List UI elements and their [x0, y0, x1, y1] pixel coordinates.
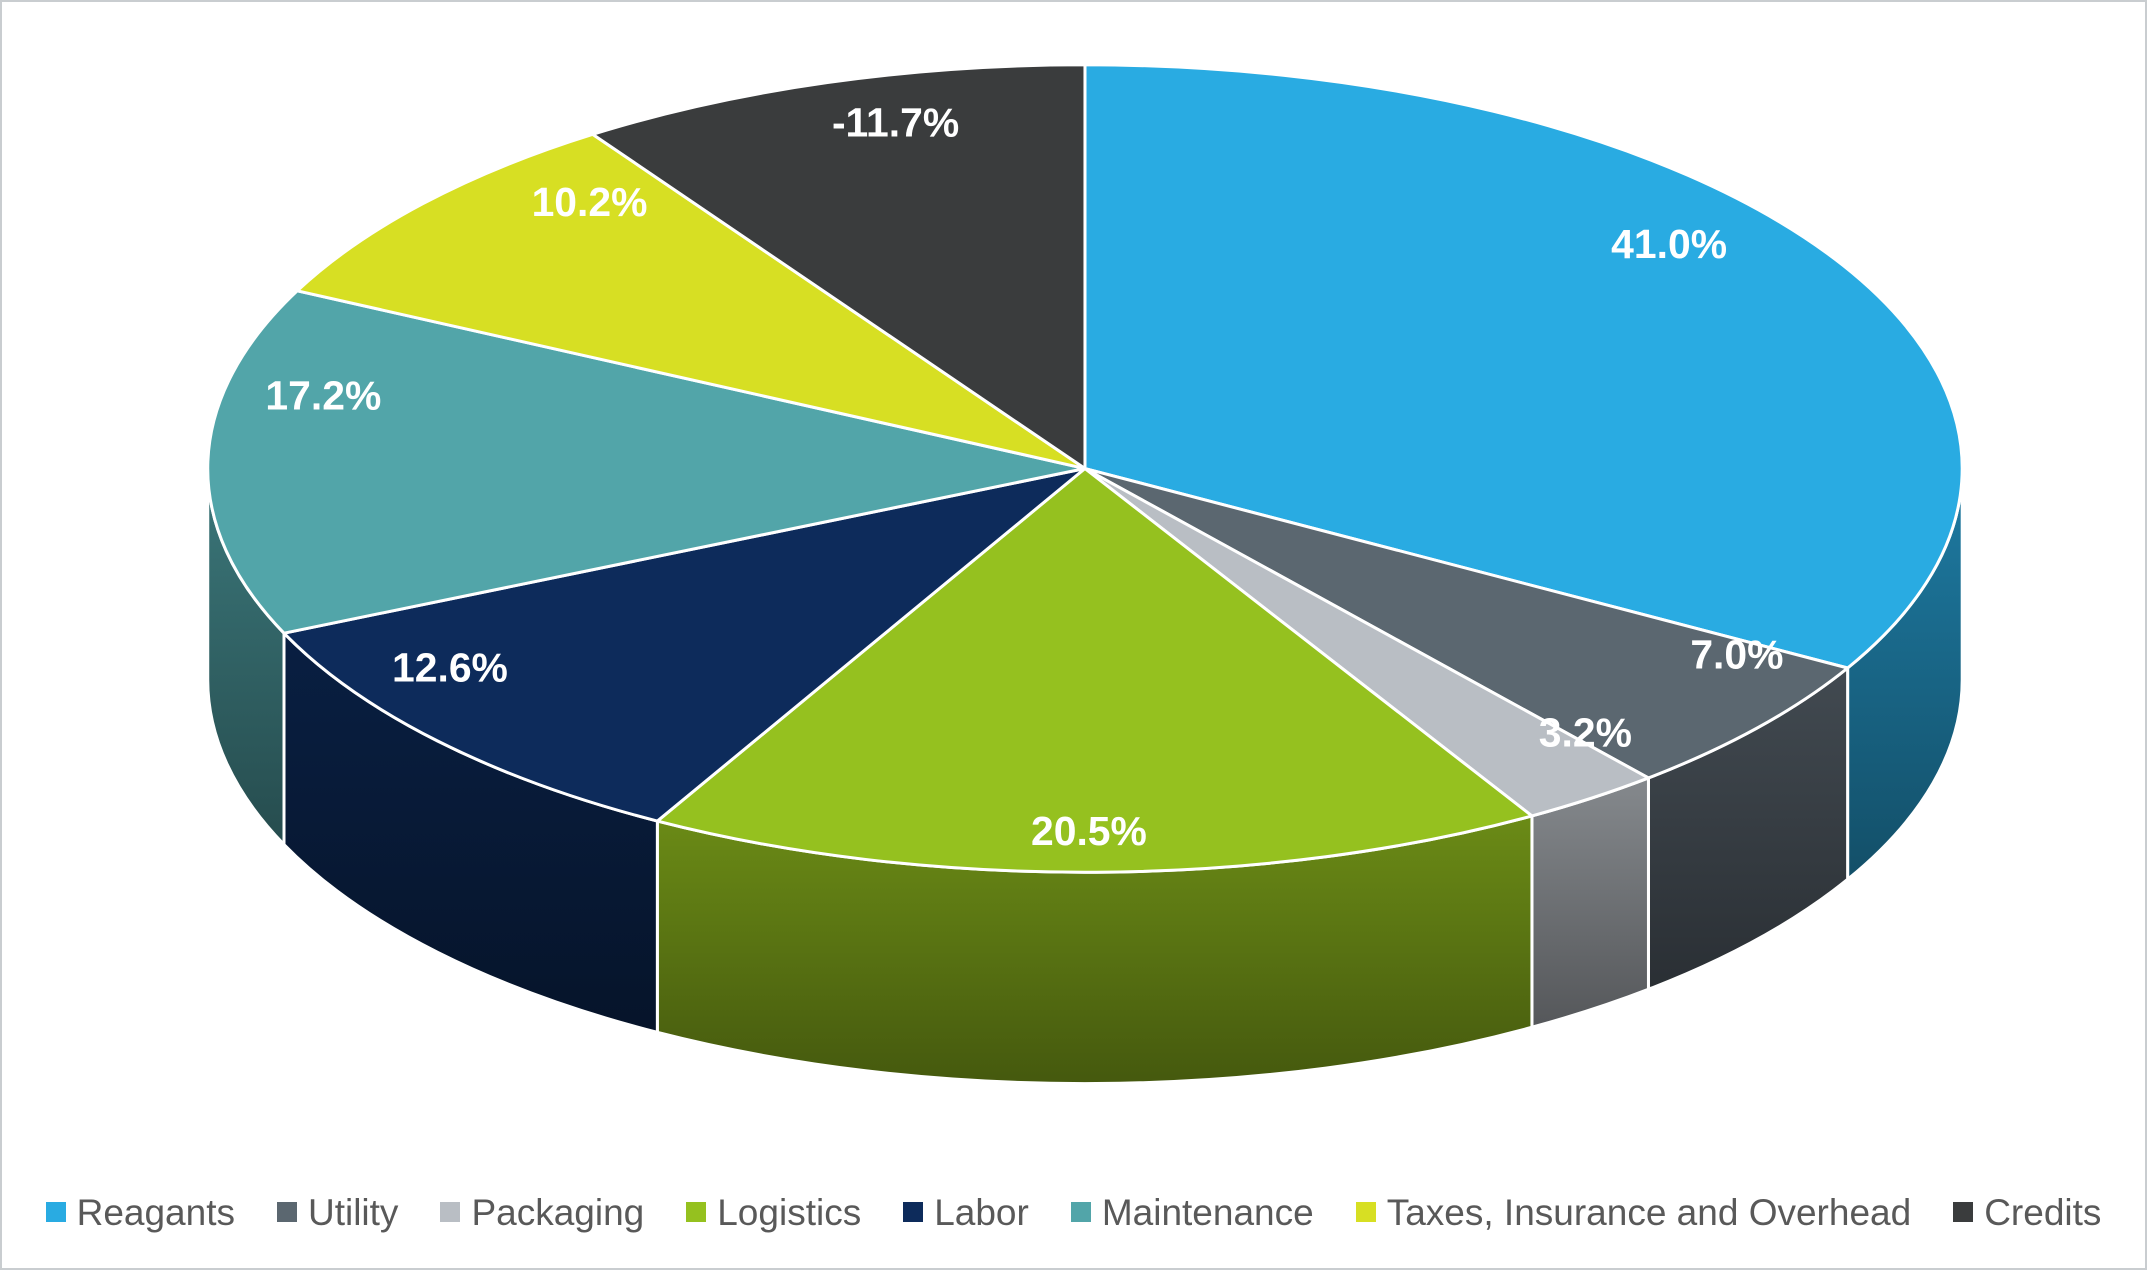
legend-item-utility: Utility [276, 1191, 399, 1233]
legend-swatch-utility [276, 1202, 297, 1222]
pie-slice-labor [282, 467, 1087, 823]
slice-label-utility: 7.0% [1690, 632, 1783, 678]
pie-slice-reagants [1083, 63, 1964, 670]
legend-swatch-credits [1953, 1202, 1974, 1222]
slice-label-labor: 12.6% [392, 645, 508, 691]
legend-swatch-reagants [45, 1202, 66, 1222]
legend-label-packaging: Packaging [471, 1191, 645, 1233]
legend-label-reagants: Reagants [76, 1191, 235, 1233]
slice-label-maintenance: 17.2% [265, 373, 381, 419]
legend-label-labor: Labor [934, 1191, 1029, 1233]
slice-label-reagants: 41.0% [1611, 221, 1727, 267]
legend-swatch-packaging [440, 1202, 461, 1222]
pie-slice-credits [591, 63, 1087, 471]
legend-item-credits: Credits [1953, 1194, 2101, 1231]
pie-slice-maintenance [206, 289, 1087, 635]
legend-item-taxes-insurance-and-overhead: Taxes, Insurance and Overhead [1355, 1191, 1912, 1233]
legend-item-logistics: Logistics [686, 1194, 861, 1231]
legend-swatch-taxes-insurance-and-overhead [1355, 1202, 1376, 1222]
pie-slice-taxes-insurance-and-overhead [295, 132, 1087, 471]
slice-label-packaging: 3.2% [1539, 709, 1632, 755]
legend-swatch-labor [903, 1202, 924, 1222]
legend-item-labor: Labor [903, 1194, 1029, 1231]
legend-swatch-logistics [686, 1202, 707, 1222]
pie-wall-packaging [1530, 776, 1650, 1029]
legend-label-taxes-insurance-and-overhead: Taxes, Insurance and Overhead [1386, 1191, 1912, 1233]
legend-swatch-maintenance [1070, 1202, 1091, 1222]
legend: Reagants Utility Packaging Logistics Labor Ma… [2, 1184, 2145, 1240]
legend-item-packaging: Packaging [440, 1194, 644, 1231]
slice-label-taxes-insurance-and-overhead: 10.2% [532, 179, 648, 225]
slice-label-credits: -11.7% [832, 99, 959, 145]
legend-label-credits: Credits [1984, 1191, 2102, 1233]
legend-label-utility: Utility [307, 1191, 399, 1233]
legend-item-maintenance: Maintenance [1070, 1191, 1314, 1233]
legend-item-reagants: Reagants [45, 1191, 235, 1233]
pie-slice-utility [1083, 467, 1850, 780]
legend-label-maintenance: Maintenance [1101, 1191, 1314, 1233]
slice-label-logistics: 20.5% [1031, 808, 1147, 854]
pie-slice-logistics [655, 467, 1534, 874]
legend-label-logistics: Logistics [717, 1191, 862, 1233]
